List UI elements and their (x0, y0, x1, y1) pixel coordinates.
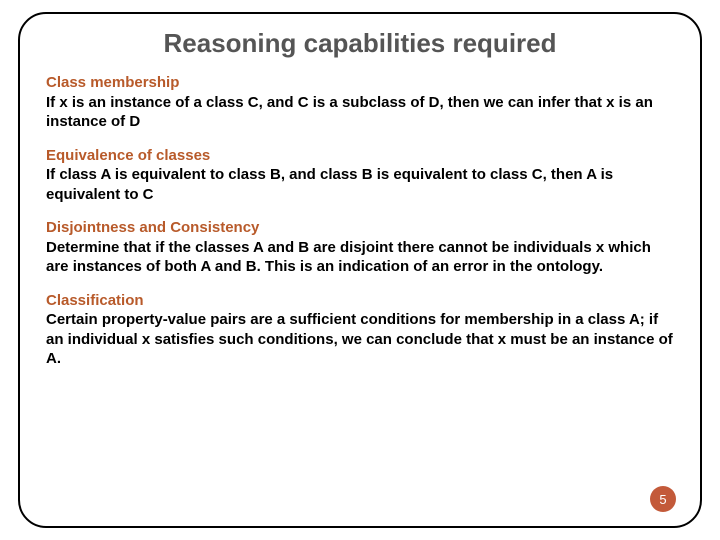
section-body: If class A is equivalent to class B, and… (46, 165, 674, 204)
section-body: Certain property-value pairs are a suffi… (46, 310, 674, 369)
section-body: Determine that if the classes A and B ar… (46, 238, 674, 277)
section-disjointness: Disjointness and Consistency Determine t… (46, 218, 674, 277)
section-equivalence: Equivalence of classes If class A is equ… (46, 146, 674, 205)
slide-frame: Reasoning capabilities required Class me… (18, 12, 702, 528)
page-number-badge: 5 (650, 486, 676, 512)
section-body: If x is an instance of a class C, and C … (46, 93, 674, 132)
section-heading: Classification (46, 291, 674, 311)
section-heading: Disjointness and Consistency (46, 218, 674, 238)
section-heading: Equivalence of classes (46, 146, 674, 166)
section-heading: Class membership (46, 73, 674, 93)
slide-title: Reasoning capabilities required (46, 28, 674, 59)
section-classification: Classification Certain property-value pa… (46, 291, 674, 369)
section-class-membership: Class membership If x is an instance of … (46, 73, 674, 132)
